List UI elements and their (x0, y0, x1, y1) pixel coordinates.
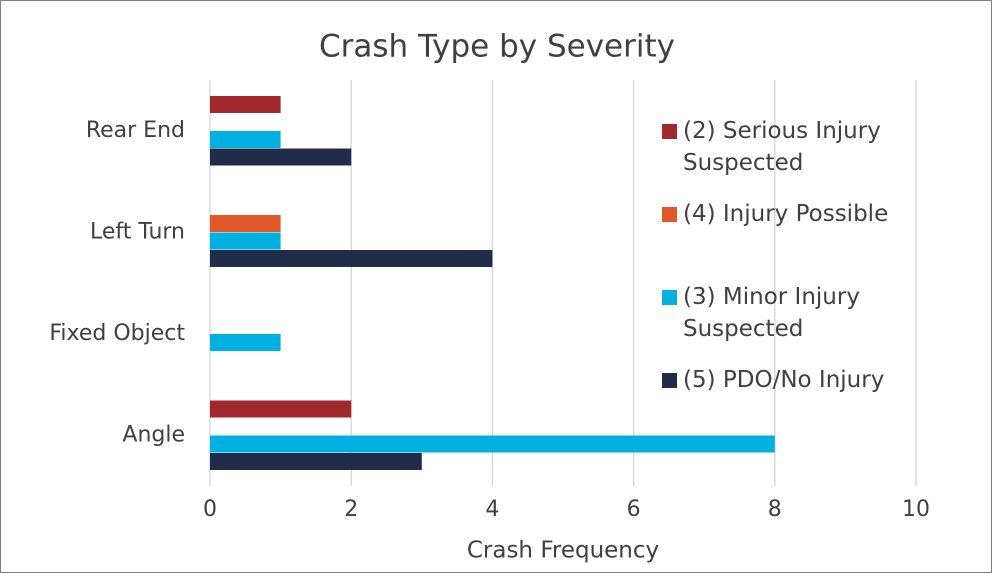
bar (210, 334, 281, 351)
bar (210, 96, 281, 113)
legend-swatch (662, 124, 677, 139)
legend-item: (2) Serious Injury Suspected (662, 115, 912, 179)
bar (210, 250, 493, 267)
x-tick-label: 10 (902, 497, 930, 522)
y-tick-label: Fixed Object (49, 321, 185, 346)
bar (210, 435, 775, 453)
x-tick-label: 6 (627, 497, 641, 522)
y-tick-label: Rear End (86, 118, 185, 143)
legend-label: (4) Injury Possible (683, 201, 889, 227)
legend-item: (4) Injury Possible (662, 198, 912, 230)
bar (210, 232, 281, 250)
legend-item: (3) Minor Injury Suspected (662, 281, 912, 345)
legend-swatch (662, 373, 677, 388)
y-tick-label: Angle (122, 422, 185, 447)
x-tick-label: 2 (344, 497, 358, 522)
legend-swatch (662, 207, 677, 222)
bar (210, 400, 352, 418)
legend-swatch (662, 290, 677, 305)
legend-label: (2) Serious Injury Suspected (683, 118, 881, 176)
x-tick-label: 4 (485, 497, 499, 522)
bar (210, 148, 352, 166)
x-tick-label: 8 (768, 497, 782, 522)
y-tick-label: Left Turn (90, 219, 185, 244)
legend-label: (3) Minor Injury Suspected (683, 284, 860, 342)
legend-item: (5) PDO/No Injury (662, 364, 912, 396)
legend-label: (5) PDO/No Injury (683, 367, 885, 393)
bar (210, 453, 422, 470)
chart-title: Crash Type by Severity (319, 29, 675, 65)
x-axis-label: Crash Frequency (467, 538, 659, 564)
x-tick-label: 0 (203, 497, 217, 522)
bar (210, 215, 281, 232)
bar (210, 131, 281, 148)
